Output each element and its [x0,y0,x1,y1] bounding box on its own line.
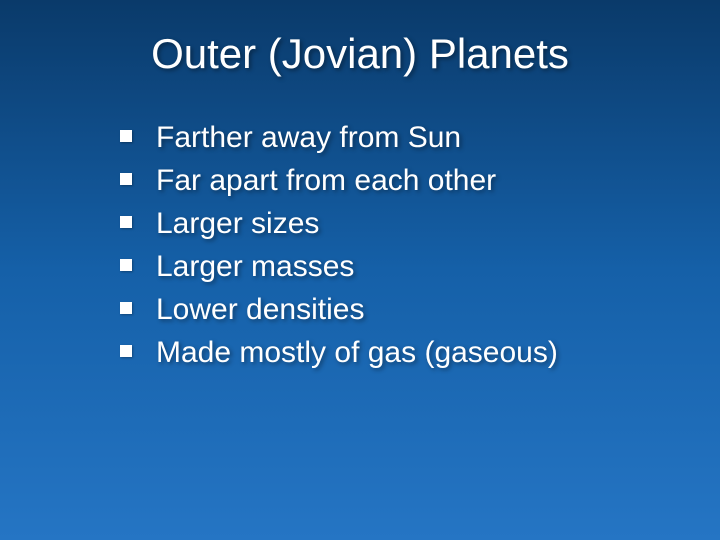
slide-container: Outer (Jovian) Planets Farther away from… [0,0,720,540]
list-item: Lower densities [120,290,670,329]
bullet-list: Farther away from Sun Far apart from eac… [50,118,670,372]
square-bullet-icon [120,345,132,357]
square-bullet-icon [120,130,132,142]
square-bullet-icon [120,259,132,271]
square-bullet-icon [120,302,132,314]
bullet-text: Larger sizes [156,204,319,243]
square-bullet-icon [120,216,132,228]
square-bullet-icon [120,173,132,185]
bullet-text: Far apart from each other [156,161,496,200]
list-item: Made mostly of gas (gaseous) [120,333,670,372]
bullet-text: Lower densities [156,290,364,329]
bullet-text: Made mostly of gas (gaseous) [156,333,558,372]
list-item: Larger masses [120,247,670,286]
list-item: Far apart from each other [120,161,670,200]
list-item: Farther away from Sun [120,118,670,157]
bullet-text: Farther away from Sun [156,118,461,157]
slide-title: Outer (Jovian) Planets [50,30,670,78]
list-item: Larger sizes [120,204,670,243]
bullet-text: Larger masses [156,247,354,286]
